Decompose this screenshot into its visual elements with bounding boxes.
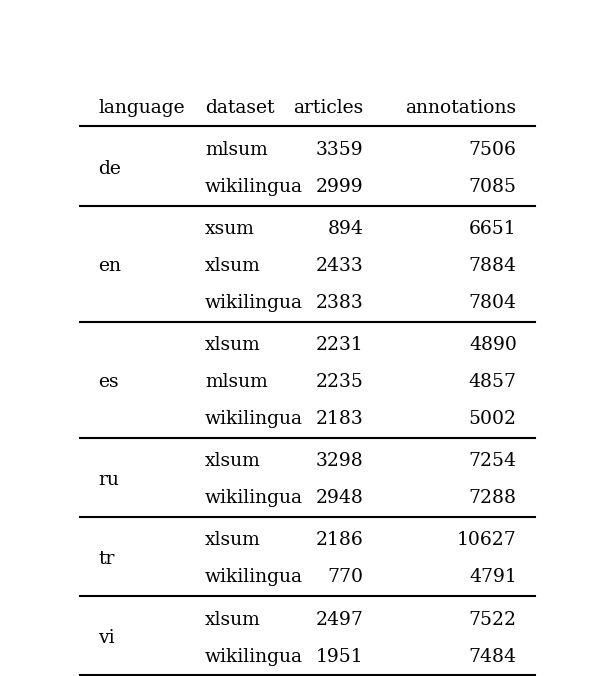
Text: 7288: 7288 (469, 489, 517, 507)
Text: mlsum: mlsum (205, 373, 268, 391)
Text: wikilingua: wikilingua (205, 410, 303, 428)
Text: annotations: annotations (406, 99, 517, 117)
Text: 2186: 2186 (316, 531, 364, 550)
Text: en: en (98, 257, 121, 275)
Text: 2948: 2948 (316, 489, 364, 507)
Text: 5002: 5002 (469, 410, 517, 428)
Text: xlsum: xlsum (205, 336, 261, 354)
Text: xlsum: xlsum (205, 531, 261, 550)
Text: de: de (98, 160, 121, 178)
Text: 4890: 4890 (469, 336, 517, 354)
Text: 1951: 1951 (316, 648, 364, 666)
Text: wikilingua: wikilingua (205, 489, 303, 507)
Text: 2383: 2383 (316, 294, 364, 312)
Text: 894: 894 (328, 220, 364, 238)
Text: 2999: 2999 (316, 178, 364, 196)
Text: 4857: 4857 (469, 373, 517, 391)
Text: 2497: 2497 (316, 610, 364, 629)
Text: wikilingua: wikilingua (205, 569, 303, 587)
Text: wikilingua: wikilingua (205, 294, 303, 312)
Text: wikilingua: wikilingua (205, 648, 303, 666)
Text: xlsum: xlsum (205, 257, 261, 275)
Text: 770: 770 (328, 569, 364, 587)
Text: 3359: 3359 (316, 141, 364, 159)
Text: xlsum: xlsum (205, 452, 261, 470)
Text: 10627: 10627 (457, 531, 517, 550)
Text: 7884: 7884 (469, 257, 517, 275)
Text: 3298: 3298 (316, 452, 364, 470)
Text: 7522: 7522 (469, 610, 517, 629)
Text: vi: vi (98, 629, 115, 647)
Text: es: es (98, 373, 119, 391)
Text: 2235: 2235 (316, 373, 364, 391)
Text: wikilingua: wikilingua (205, 178, 303, 196)
Text: 6651: 6651 (469, 220, 517, 238)
Text: 4791: 4791 (469, 569, 517, 587)
Text: xlsum: xlsum (205, 610, 261, 629)
Text: 7804: 7804 (469, 294, 517, 312)
Text: mlsum: mlsum (205, 141, 268, 159)
Text: 7484: 7484 (469, 648, 517, 666)
Text: 7254: 7254 (469, 452, 517, 470)
Text: dataset: dataset (205, 99, 275, 117)
Text: ru: ru (98, 471, 119, 489)
Text: 7085: 7085 (469, 178, 517, 196)
Text: 2183: 2183 (316, 410, 364, 428)
Text: 2231: 2231 (316, 336, 364, 354)
Text: articles: articles (293, 99, 364, 117)
Text: xsum: xsum (205, 220, 255, 238)
Text: 7506: 7506 (469, 141, 517, 159)
Text: 2433: 2433 (316, 257, 364, 275)
Text: language: language (98, 99, 185, 117)
Text: tr: tr (98, 550, 115, 568)
